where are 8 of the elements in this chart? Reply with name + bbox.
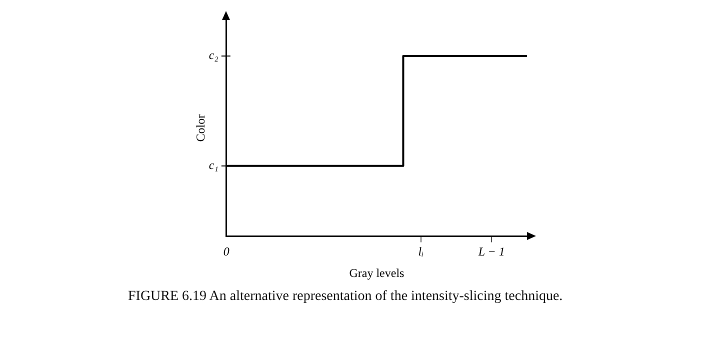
x-axis-title: Gray levels xyxy=(349,266,405,280)
text: c₂ xyxy=(208,48,218,62)
y-axis-title: Color xyxy=(193,114,208,142)
x-tick-label: 0 xyxy=(223,244,230,259)
x-tick-label: L − 1 xyxy=(477,244,505,259)
x-tick-label: lᵢ xyxy=(418,244,424,259)
caption: FIGURE 6.19 An alternative representation of the intensity-slicing technique. xyxy=(128,289,563,305)
text: c₁ xyxy=(208,158,218,172)
